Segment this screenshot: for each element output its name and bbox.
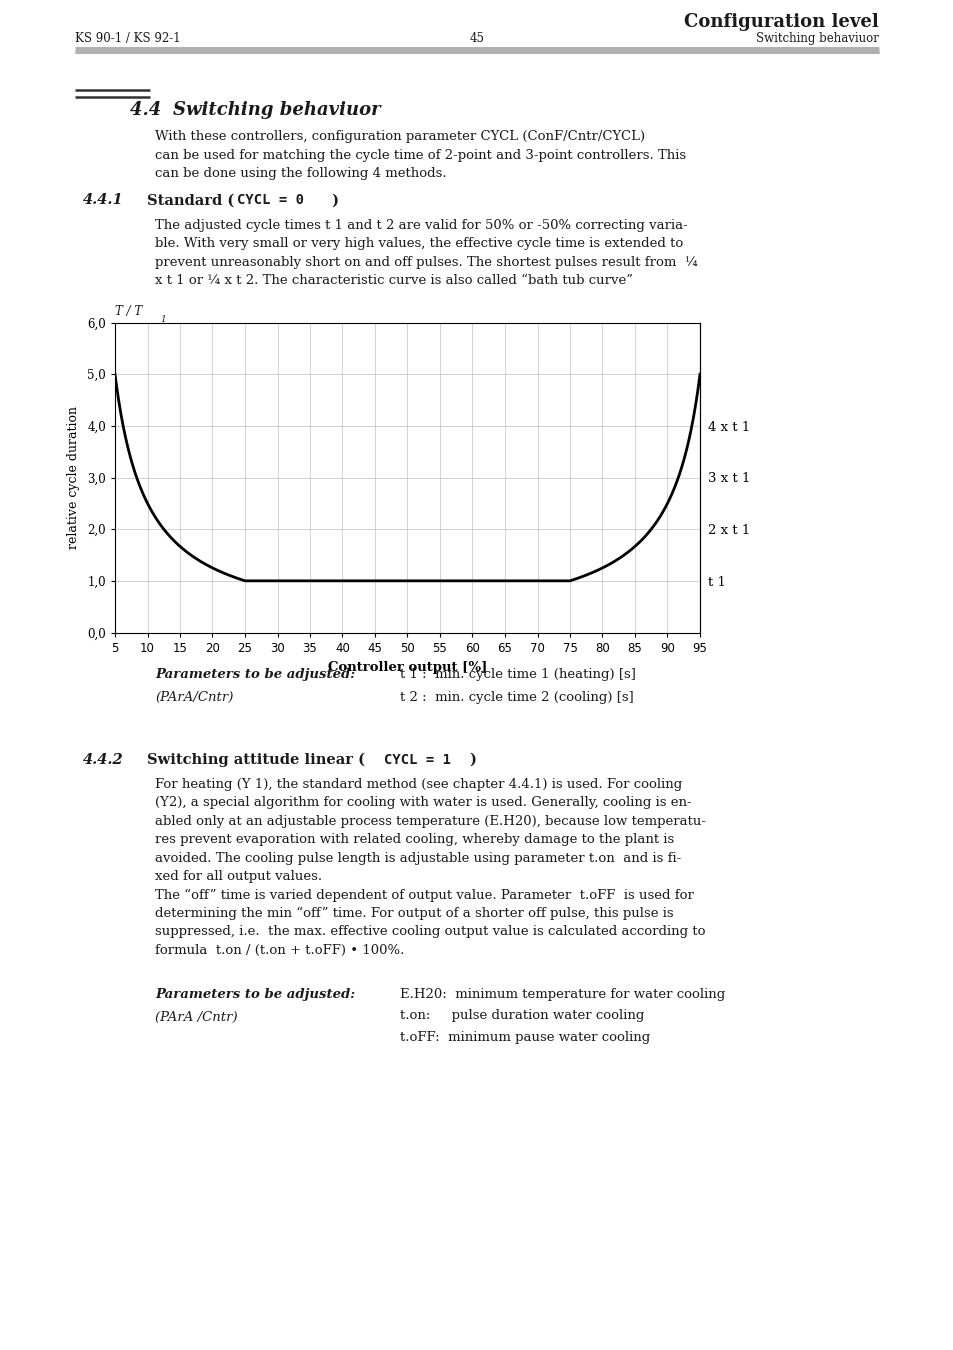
- Text: For heating (Y 1), the standard method (see chapter 4.4.1) is used. For cooling: For heating (Y 1), the standard method (…: [154, 778, 681, 791]
- Y-axis label: relative cycle duration: relative cycle duration: [68, 406, 80, 549]
- Text: 1: 1: [161, 316, 167, 324]
- Text: x t 1 or ¼ x t 2. The characteristic curve is also called “bath tub curve”: x t 1 or ¼ x t 2. The characteristic cur…: [154, 274, 633, 288]
- X-axis label: Controller output [%]: Controller output [%]: [328, 662, 487, 675]
- Text: T / T: T / T: [115, 305, 142, 317]
- Text: can be used for matching the cycle time of 2-point and 3-point controllers. This: can be used for matching the cycle time …: [154, 148, 685, 162]
- Text: CYCL = 1: CYCL = 1: [383, 752, 450, 767]
- Text: prevent unreasonably short on and off pulses. The shortest pulses result from  ¼: prevent unreasonably short on and off pu…: [154, 255, 697, 269]
- Text: 45: 45: [469, 31, 484, 45]
- Text: t 1 :  min. cycle time 1 (heating) [s]: t 1 : min. cycle time 1 (heating) [s]: [399, 667, 636, 680]
- Text: (PArA /Cntr): (PArA /Cntr): [154, 1011, 237, 1025]
- Text: Parameters to be adjusted:: Parameters to be adjusted:: [154, 667, 355, 680]
- Text: res prevent evaporation with related cooling, whereby damage to the plant is: res prevent evaporation with related coo…: [154, 833, 674, 846]
- Text: The “off” time is varied dependent of output value. Parameter  t.oFF  is used fo: The “off” time is varied dependent of ou…: [154, 888, 693, 902]
- Text: With these controllers, configuration parameter CYCL (ConF/Cntr/CYCL): With these controllers, configuration pa…: [154, 130, 644, 143]
- Text: t 2 :  min. cycle time 2 (cooling) [s]: t 2 : min. cycle time 2 (cooling) [s]: [399, 691, 633, 703]
- Text: avoided. The cooling pulse length is adjustable using parameter t.on  and is fi-: avoided. The cooling pulse length is adj…: [154, 852, 680, 864]
- Text: The adjusted cycle times t 1 and t 2 are valid for 50% or -50% correcting varia-: The adjusted cycle times t 1 and t 2 are…: [154, 219, 687, 231]
- Text: can be done using the following 4 methods.: can be done using the following 4 method…: [154, 167, 446, 180]
- Text: Standard (: Standard (: [147, 193, 239, 208]
- Text: Parameters to be adjusted:: Parameters to be adjusted:: [154, 987, 355, 1000]
- Text: t.oFF:  minimum pause water cooling: t.oFF: minimum pause water cooling: [399, 1030, 650, 1044]
- Text: ble. With very small or very high values, the effective cycle time is extended t: ble. With very small or very high values…: [154, 238, 682, 250]
- Text: Switching attitude linear (: Switching attitude linear (: [147, 752, 365, 767]
- Text: KS 90-1 / KS 92-1: KS 90-1 / KS 92-1: [75, 31, 180, 45]
- Text: suppressed, i.e.  the max. effective cooling output value is calculated accordin: suppressed, i.e. the max. effective cool…: [154, 926, 705, 938]
- Text: 4.4.1: 4.4.1: [83, 193, 124, 208]
- Text: (PArA/Cntr): (PArA/Cntr): [154, 691, 233, 703]
- Text: Switching behaviuor: Switching behaviuor: [172, 101, 380, 119]
- Text: ): ): [327, 193, 338, 208]
- Text: t.on:     pulse duration water cooling: t.on: pulse duration water cooling: [399, 1008, 643, 1022]
- Text: formula  t.on / (t.on + t.oFF) • 100%.: formula t.on / (t.on + t.oFF) • 100%.: [154, 944, 404, 957]
- Text: E.H20:  minimum temperature for water cooling: E.H20: minimum temperature for water coo…: [399, 987, 724, 1000]
- Text: ): ): [469, 752, 476, 767]
- Text: Configuration level: Configuration level: [683, 14, 878, 31]
- Text: 4.4: 4.4: [130, 101, 173, 119]
- Text: abled only at an adjustable process temperature (E.H20), because low temperatu-: abled only at an adjustable process temp…: [154, 814, 705, 828]
- Text: CYCL = 0: CYCL = 0: [236, 193, 304, 208]
- Text: Switching behaviuor: Switching behaviuor: [756, 31, 878, 45]
- Text: (Y2), a special algorithm for cooling with water is used. Generally, cooling is : (Y2), a special algorithm for cooling wi…: [154, 796, 691, 809]
- Text: determining the min “off” time. For output of a shorter off pulse, this pulse is: determining the min “off” time. For outp…: [154, 907, 673, 919]
- Text: xed for all output values.: xed for all output values.: [154, 869, 322, 883]
- Text: 4.4.2: 4.4.2: [83, 752, 124, 767]
